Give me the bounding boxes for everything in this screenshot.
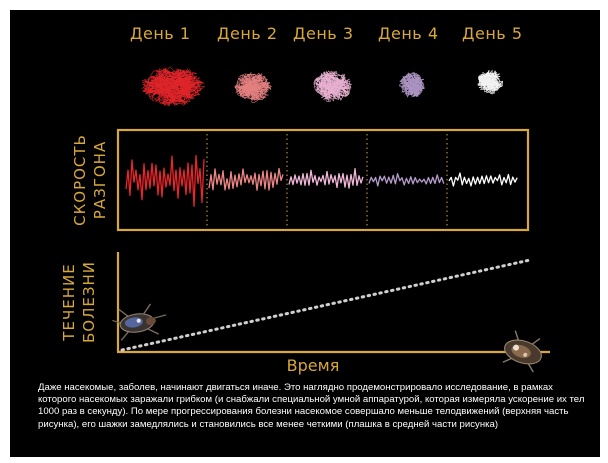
day-4-label: День 4 [378,24,439,43]
beetle-healthy-icon [112,303,167,341]
diagram-canvas: СКОРОСТЬ РАЗГОНА ТЕЧЕНИЕ БОЛЕЗНИ [60,66,550,375]
day-1-scribble [141,66,206,107]
time-axis-label: Время [287,356,340,375]
acceleration-label-line1: СКОРОСТЬ [71,134,89,226]
day-3-scribble [313,70,353,102]
movement-scribbles [141,66,504,107]
acceleration-waves [125,154,518,208]
day-5-scribble [477,69,504,95]
day-5-wave [448,172,518,187]
acceleration-label-line2: РАЗГОНА [91,141,109,219]
disease-progression-line [120,258,532,352]
day-2-label: День 2 [217,24,278,43]
disease-label-line1: ТЕЧЕНИЕ [60,263,78,341]
day-4-wave [368,173,445,187]
acceleration-axis-label: СКОРОСТЬ РАЗГОНА [71,134,109,226]
day-1-wave [125,154,205,208]
infographic: День 1 День 2 День 3 День 4 День 5 СКОРО… [10,10,600,457]
acceleration-frame [116,128,530,232]
disease-label-line2: БОЛЕЗНИ [80,261,98,343]
day-4-scribble [399,71,425,98]
beetle-sick-icon [502,330,542,373]
day-5-label: День 5 [462,24,523,43]
day-3-label: День 3 [293,24,354,43]
day-1-label: День 1 [130,24,191,43]
caption: Даже насекомые, заболев, начинают двигат… [38,382,585,430]
disease-axis-label: ТЕЧЕНИЕ БОЛЕЗНИ [60,261,98,343]
day-3-wave [288,168,364,189]
day-2-scribble [234,72,273,103]
day-2-wave [208,167,284,191]
day-dividers [206,134,448,226]
